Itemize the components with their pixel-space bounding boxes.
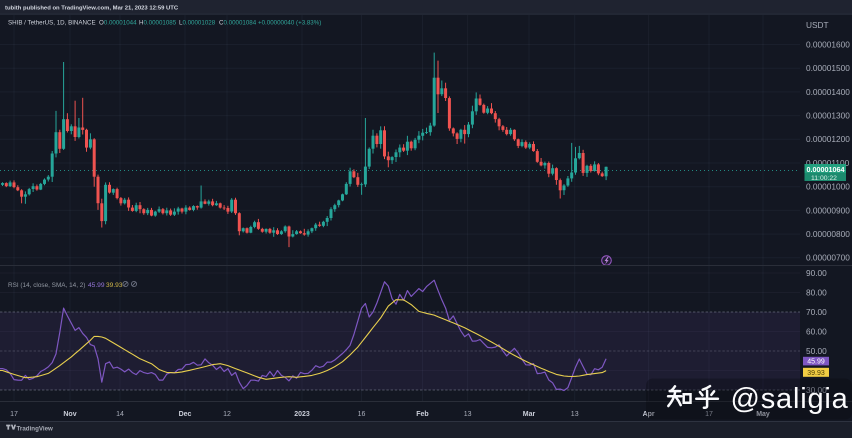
svg-text:13: 13 — [464, 411, 472, 418]
svg-text:0.00001200: 0.00001200 — [806, 134, 850, 144]
svg-text:14: 14 — [116, 411, 124, 418]
svg-text:SHIB / TetherUS, 1D, BINANCE: SHIB / TetherUS, 1D, BINANCE — [8, 20, 96, 27]
svg-text:12: 12 — [223, 411, 231, 418]
svg-text:0.00001300: 0.00001300 — [806, 111, 850, 121]
svg-text:tubith published on TradingVie: tubith published on TradingView.com, Mar… — [5, 6, 179, 12]
svg-text:C0.00001084: C0.00001084 — [219, 20, 257, 27]
svg-text:60.00: 60.00 — [806, 326, 827, 336]
svg-text:0.00001100: 0.00001100 — [806, 158, 850, 168]
svg-text:80.00: 80.00 — [806, 287, 827, 297]
svg-text:16: 16 — [358, 411, 366, 418]
svg-text:Apr: Apr — [643, 411, 655, 418]
svg-text:USDT: USDT — [806, 20, 829, 30]
svg-text:17: 17 — [10, 411, 18, 418]
svg-text:Feb: Feb — [416, 411, 428, 418]
svg-text:0.00001000: 0.00001000 — [806, 182, 850, 192]
svg-text:Mar: Mar — [523, 411, 536, 418]
svg-text:RSI (14, close, SMA, 14, 2): RSI (14, close, SMA, 14, 2) — [8, 282, 85, 289]
svg-text:H0.00001085: H0.00001085 — [139, 20, 177, 27]
svg-text:May: May — [756, 411, 770, 418]
svg-text:13: 13 — [571, 411, 579, 418]
svg-text:70.00: 70.00 — [806, 307, 827, 317]
svg-text:45.99: 45.99 — [807, 359, 825, 366]
svg-text:TradingView: TradingView — [17, 426, 54, 433]
svg-text:@saligia: @saligia — [731, 383, 849, 415]
svg-text:O0.00001044: O0.00001044 — [99, 20, 137, 27]
svg-text:0.00000800: 0.00000800 — [806, 229, 850, 239]
svg-text:+0.00000040 (+3.83%): +0.00000040 (+3.83%) — [258, 20, 321, 27]
svg-text:90.00: 90.00 — [806, 268, 827, 278]
svg-text:39.93: 39.93 — [106, 282, 123, 289]
svg-text:17: 17 — [705, 411, 713, 418]
svg-text:Dec: Dec — [179, 411, 192, 418]
svg-text:Nov: Nov — [63, 411, 76, 418]
svg-text:45.99: 45.99 — [88, 282, 105, 289]
svg-text:0.00001500: 0.00001500 — [806, 63, 850, 73]
svg-text:30.00: 30.00 — [806, 385, 827, 395]
svg-text:2023: 2023 — [294, 411, 310, 418]
svg-text:50.00: 50.00 — [806, 346, 827, 356]
svg-text:L0.00001028: L0.00001028 — [179, 20, 216, 27]
svg-text:0.00001600: 0.00001600 — [806, 39, 850, 49]
svg-text:0.00001064: 0.00001064 — [807, 165, 845, 174]
svg-text:39.93: 39.93 — [807, 370, 825, 377]
svg-text:0.00001400: 0.00001400 — [806, 87, 850, 97]
svg-text:0.00000900: 0.00000900 — [806, 205, 850, 215]
svg-text:0.00000700: 0.00000700 — [806, 253, 850, 263]
svg-text:11:00:22: 11:00:22 — [811, 175, 837, 182]
